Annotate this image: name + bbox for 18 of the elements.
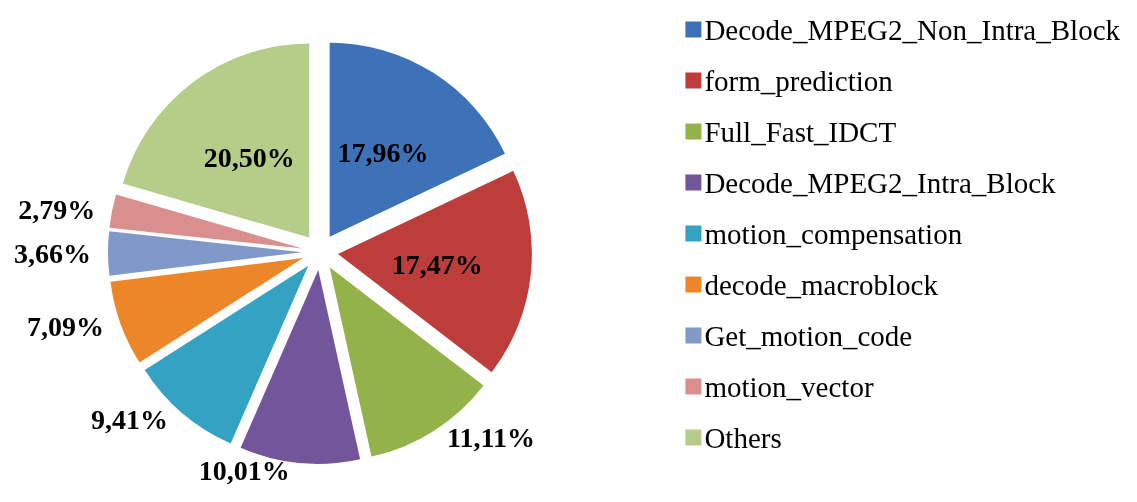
data-label: 2,79%	[18, 193, 96, 225]
legend-label: motion_compensation	[704, 217, 963, 250]
legend-label: Others	[704, 421, 782, 454]
legend-label: form_prediction	[704, 64, 894, 97]
data-label: 11,11%	[447, 422, 535, 454]
legend-label: motion_vector	[704, 370, 874, 403]
legend-label: Decode_MPEG2_Intra_Block	[704, 166, 1057, 199]
legend-label: Get_motion_code	[704, 319, 913, 352]
data-label: 20,50%	[203, 142, 295, 174]
legend-label: Decode_MPEG2_Non_Intra_Block	[704, 13, 1121, 46]
legend-label: decode_macroblock	[704, 268, 939, 301]
data-label: 17,47%	[391, 249, 483, 281]
legend-label: Full_Fast_IDCT	[704, 115, 897, 148]
data-label: 17,96%	[337, 136, 429, 168]
data-label: 10,01%	[198, 455, 290, 487]
data-label: 3,66%	[14, 238, 92, 270]
data-label: 9,41%	[91, 403, 169, 435]
data-label: 7,09%	[26, 310, 104, 342]
